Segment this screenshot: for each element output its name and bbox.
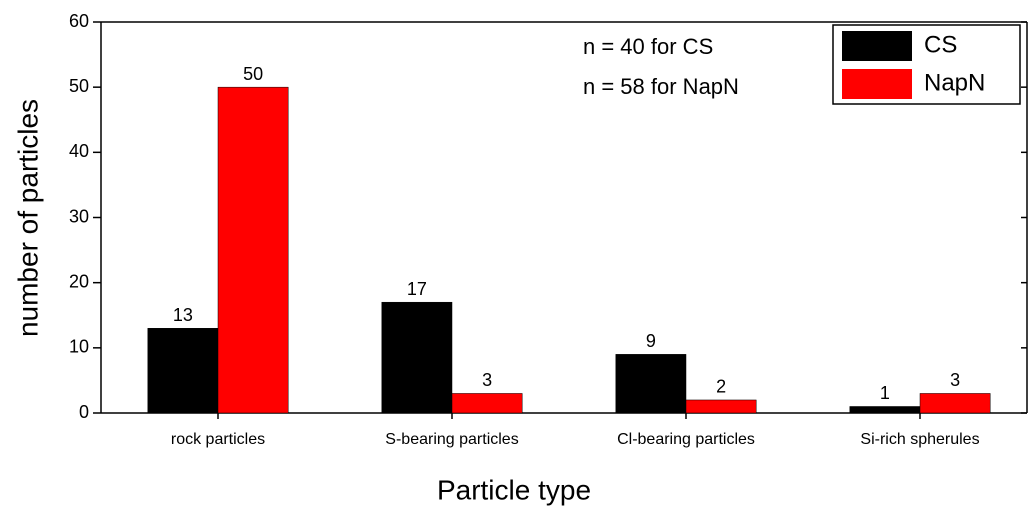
y-tick-label: 30 [69, 206, 89, 226]
bar [451, 393, 523, 414]
x-axis-title: Particle type [437, 474, 591, 505]
value-label: 3 [950, 370, 960, 390]
x-tick-label: Si-rich spherules [860, 431, 979, 448]
bar [919, 393, 991, 414]
annotation: n = 58 for NapN [583, 74, 739, 99]
legend-label: CS [924, 31, 957, 58]
x-tick-label: rock particles [171, 431, 265, 448]
value-label: 9 [646, 331, 656, 351]
bar [849, 406, 921, 414]
value-label: 50 [243, 64, 263, 84]
legend-swatch [842, 31, 912, 61]
y-tick-label: 60 [69, 11, 89, 31]
value-label: 13 [173, 305, 193, 325]
x-tick-label: S-bearing particles [385, 431, 518, 448]
bar [147, 328, 219, 414]
value-label: 1 [880, 383, 890, 403]
legend-swatch [842, 69, 912, 99]
bar [685, 399, 757, 414]
x-tick-label: Cl-bearing particles [617, 431, 755, 448]
y-tick-label: 10 [69, 337, 89, 357]
annotation: n = 40 for CS [583, 34, 713, 59]
y-axis-title: number of particles [12, 99, 43, 337]
value-label: 3 [482, 370, 492, 390]
y-tick-label: 40 [69, 141, 89, 161]
y-tick-label: 0 [79, 402, 89, 422]
value-label: 17 [407, 279, 427, 299]
legend-label: NapN [924, 69, 985, 96]
value-label: 2 [716, 377, 726, 397]
bar [381, 301, 453, 414]
y-tick-label: 20 [69, 271, 89, 291]
y-tick-label: 50 [69, 76, 89, 96]
bar [217, 86, 289, 414]
bar [615, 354, 687, 414]
